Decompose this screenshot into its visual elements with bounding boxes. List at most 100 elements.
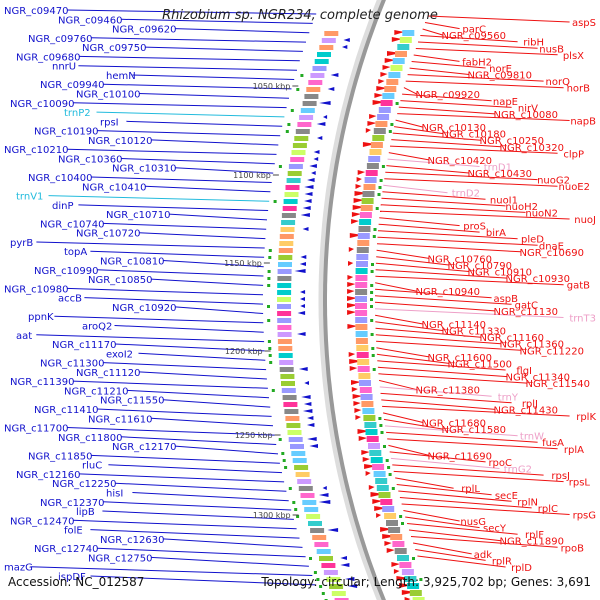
gene-label-left: NGR_c10360	[58, 155, 123, 166]
cog-category-block	[366, 163, 379, 169]
gene-label-right: rplF	[525, 530, 544, 541]
gene-label-left: NGR_c10810	[100, 257, 165, 268]
cog-category-block	[292, 143, 307, 148]
cog-category-block	[390, 65, 403, 71]
gene-label-right: rplR	[492, 556, 512, 567]
cog-category-block	[331, 591, 346, 596]
leader-line	[422, 28, 444, 36]
cog-category-block	[321, 563, 336, 568]
leader-line	[36, 241, 265, 249]
leader-line	[387, 158, 480, 167]
leader-line	[150, 278, 264, 286]
cog-category-block	[319, 556, 333, 561]
cog-category-block	[279, 241, 294, 246]
cog-category-block	[294, 136, 309, 141]
cog-category-block	[277, 283, 292, 288]
forward-gene-feature	[382, 65, 391, 70]
cog-category-block	[372, 464, 385, 470]
reverse-gene-feature	[319, 101, 331, 105]
cog-category-block	[286, 178, 301, 183]
leader-line	[375, 327, 482, 338]
gc-marker	[300, 74, 304, 77]
leader-line	[383, 184, 448, 194]
gene-label-right: NGR_c11540	[526, 379, 591, 390]
reverse-gene-feature	[317, 136, 323, 140]
leader-line	[102, 510, 294, 520]
gene-label-right: secE	[495, 491, 518, 502]
gene-label-right: adk	[474, 550, 492, 561]
leader-line	[417, 41, 538, 49]
cog-category-block	[281, 213, 296, 218]
position-tick-label: 1200 kbp	[225, 347, 263, 356]
leader-line	[384, 178, 558, 187]
gc-marker	[379, 179, 383, 182]
gene-label-left: NGR_c10410	[82, 182, 147, 193]
cog-category-block	[358, 373, 371, 379]
forward-gene-feature	[370, 492, 384, 497]
gene-label-right: rpsJ	[551, 471, 570, 482]
leader-line	[150, 417, 274, 427]
leader-line	[96, 408, 272, 417]
gene-label-right: NGR_c09920	[416, 90, 481, 101]
cog-category-block	[373, 471, 386, 477]
cog-category-block	[382, 93, 395, 99]
forward-gene-feature	[384, 58, 396, 63]
gene-label-right: napE	[493, 97, 518, 108]
gene-label-right: NGR_c10320	[500, 143, 565, 154]
leader-line	[382, 412, 424, 423]
gene-label-right: dnaE	[539, 241, 564, 252]
leader-line	[72, 380, 268, 389]
position-tick-label: 1250 kbp	[235, 431, 273, 440]
gene-label-right: aspB	[493, 294, 518, 305]
cog-category-block	[278, 255, 293, 260]
gc-marker	[281, 452, 285, 455]
leader-line	[395, 119, 424, 128]
reverse-gene-feature	[307, 178, 315, 182]
gene-label-left: NGR_c11550	[100, 396, 165, 407]
gene-label-right: gatC	[515, 300, 538, 311]
cog-category-block	[294, 465, 309, 470]
reverse-gene-feature	[318, 493, 329, 497]
gc-marker	[269, 361, 273, 364]
gc-marker	[267, 319, 271, 322]
leader-line	[90, 37, 307, 43]
forward-gene-feature	[404, 597, 411, 600]
gene-label-right: plsX	[563, 51, 584, 62]
cog-category-block	[369, 450, 382, 456]
forward-gene-feature	[351, 387, 358, 392]
reverse-gene-feature	[304, 192, 313, 196]
leader-line	[394, 126, 444, 135]
forward-gene-feature	[354, 191, 368, 196]
cog-category-block	[300, 108, 315, 113]
gene-label-left: NGR_c11410	[34, 405, 99, 416]
reverse-gene-feature	[347, 584, 358, 588]
cog-category-block	[278, 248, 293, 253]
leader-line	[150, 556, 309, 567]
forward-gene-feature	[384, 541, 392, 546]
gene-label-right: fabH2	[462, 57, 492, 68]
leader-line	[126, 389, 270, 399]
forward-gene-feature	[362, 142, 376, 147]
gene-label-left: NGR_c10120	[88, 136, 153, 147]
leader-line	[102, 362, 267, 371]
forward-gene-feature	[347, 282, 356, 287]
forward-gene-feature	[364, 464, 377, 469]
forward-gene-feature	[391, 562, 400, 567]
cog-category-block	[314, 59, 329, 64]
gene-label-left: hisI	[106, 489, 123, 500]
cog-category-block	[355, 338, 368, 344]
gc-marker	[379, 424, 383, 427]
gene-label-right: NGR_c11600	[428, 353, 493, 364]
leader-line	[78, 65, 298, 71]
forward-gene-feature	[361, 450, 370, 455]
cog-category-block	[370, 457, 383, 463]
cog-category-block	[284, 192, 299, 197]
leader-line	[376, 256, 450, 266]
leader-line	[413, 54, 460, 62]
cog-category-block	[278, 346, 293, 351]
cog-category-block	[364, 177, 377, 183]
leader-line	[162, 538, 303, 548]
gc-marker	[412, 557, 415, 560]
position-tick-label: 1150 kbp	[224, 259, 262, 268]
cog-category-block	[298, 486, 313, 491]
